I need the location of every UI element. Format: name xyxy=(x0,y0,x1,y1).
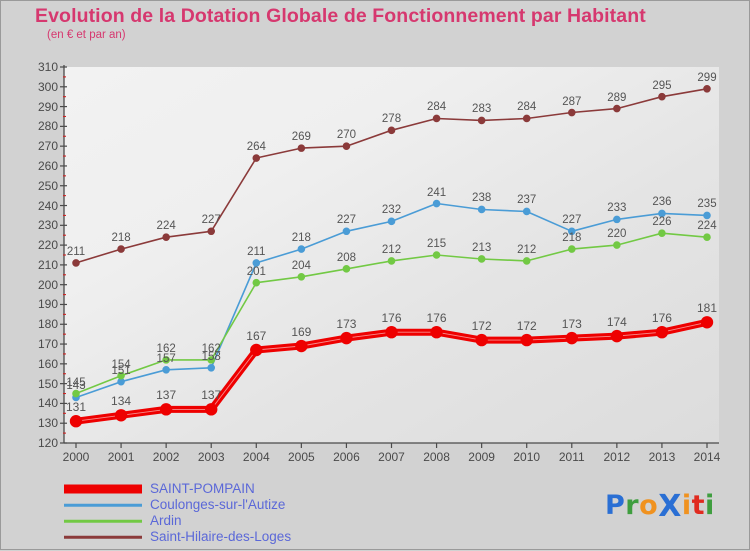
x-axis-tick-label: 2013 xyxy=(648,450,676,464)
y-axis-tick-label: 300 xyxy=(37,79,58,94)
legend-color-swatch xyxy=(64,481,142,497)
legend-item-label: Saint-Hilaire-des-Loges xyxy=(150,529,292,544)
logo-letter-3: o xyxy=(639,490,659,521)
legend-item-2[interactable]: Coulonges-sur-l'Autize xyxy=(64,497,364,513)
y-axis-tick-label: 180 xyxy=(37,317,58,332)
x-axis-tick-label: 2000 xyxy=(62,450,90,464)
x-axis-tick-label: 2003 xyxy=(197,450,225,464)
x-axis-tick-label: 2004 xyxy=(242,450,270,464)
page-subtitle: (en € et par an) xyxy=(47,29,126,41)
y-axis-tick-label: 290 xyxy=(37,99,58,114)
y-axis-tick-label: 170 xyxy=(37,337,58,352)
x-axis-tick-label: 2002 xyxy=(152,450,180,464)
y-axis-tick-label: 310 xyxy=(37,60,58,74)
logo-letter-2: r xyxy=(625,490,640,521)
legend-item-3[interactable]: Ardin xyxy=(64,513,364,529)
y-axis-tick-label: 280 xyxy=(37,119,58,134)
x-axis-tick-label: 2010 xyxy=(513,450,541,464)
x-axis-tick-label: 2014 xyxy=(693,450,721,464)
y-axis-tick-label: 210 xyxy=(37,257,58,272)
y-axis-tick-label: 240 xyxy=(37,198,58,213)
legend-item-label: SAINT-POMPAIN xyxy=(150,481,255,496)
y-axis-tick-label: 230 xyxy=(37,218,58,233)
logo-letter-1: P xyxy=(605,490,626,521)
legend-item-label: Coulonges-sur-l'Autize xyxy=(150,497,286,512)
logo-letter-4: X xyxy=(658,489,682,524)
y-axis-tick-label: 270 xyxy=(37,139,58,154)
y-axis-tick-label: 190 xyxy=(37,297,58,312)
legend-color-swatch xyxy=(64,529,142,545)
y-axis-tick-label: 120 xyxy=(37,436,58,450)
y-axis-tick-label: 220 xyxy=(37,238,58,253)
proxiti-logo[interactable]: ProXiti xyxy=(605,487,715,524)
y-axis-tick-label: 250 xyxy=(37,178,58,193)
legend-color-swatch xyxy=(64,513,142,529)
y-axis-tick-label: 260 xyxy=(37,158,58,173)
legend-item-4[interactable]: Saint-Hilaire-des-Loges xyxy=(64,529,364,545)
logo-letter-6: t xyxy=(691,490,706,521)
x-axis-tick-label: 2011 xyxy=(558,450,585,464)
y-axis-tick-label: 150 xyxy=(37,376,58,391)
x-axis-tick-label: 2008 xyxy=(423,450,450,464)
legend-item-1[interactable]: SAINT-POMPAIN xyxy=(64,481,364,497)
x-axis-tick-label: 2007 xyxy=(378,450,405,464)
plot-area xyxy=(64,67,719,443)
y-axis-tick-label: 160 xyxy=(37,356,58,371)
x-axis-tick-label: 2012 xyxy=(603,450,631,464)
x-axis-tick-label: 2006 xyxy=(333,450,360,464)
y-axis-tick-label: 130 xyxy=(37,416,58,431)
y-axis-tick-label: 200 xyxy=(37,277,58,292)
logo-letter-7: i xyxy=(705,490,715,521)
chart-legend: SAINT-POMPAIN Coulonges-sur-l'Autize Ardin… xyxy=(64,481,364,545)
page-title: Evolution de la Dotation Globale de Fonc… xyxy=(35,5,646,27)
x-axis-tick-label: 2009 xyxy=(468,450,495,464)
logo-letter-5: i xyxy=(681,490,692,521)
x-axis-tick-label: 2005 xyxy=(287,450,315,464)
y-axis-tick-label: 140 xyxy=(37,396,58,411)
legend-item-label: Ardin xyxy=(150,513,182,528)
x-axis-tick-label: 2001 xyxy=(107,450,135,464)
legend-color-swatch xyxy=(64,497,142,513)
